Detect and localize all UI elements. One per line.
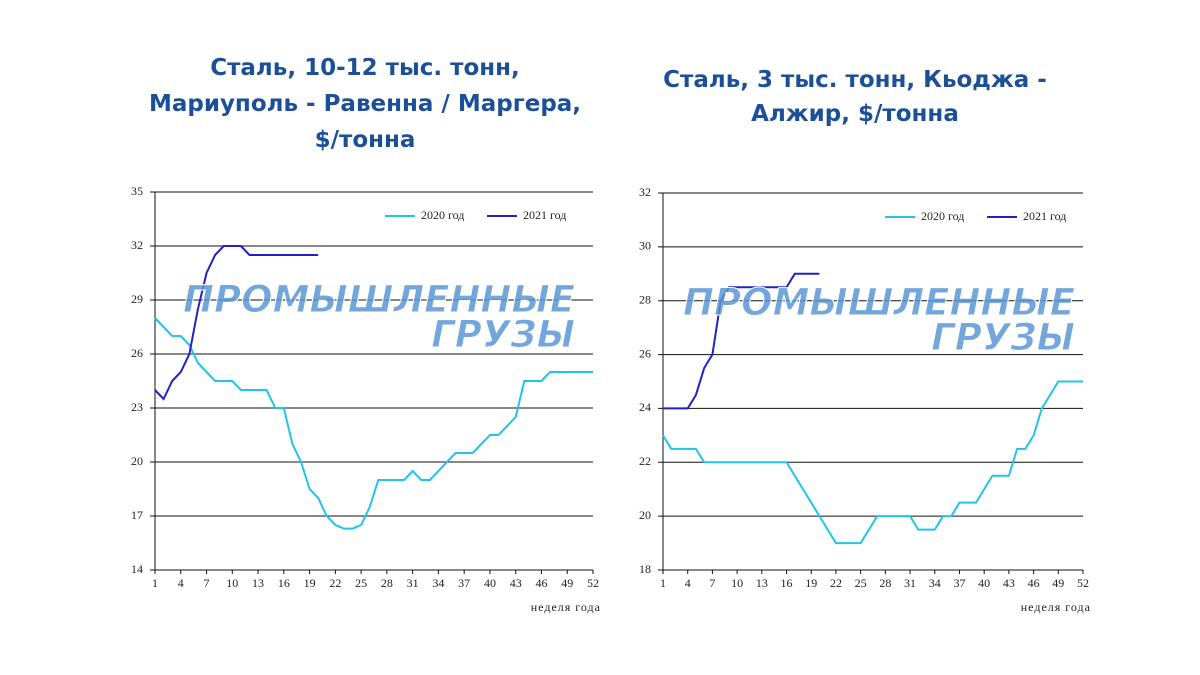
y-tick-label: 32 <box>639 185 651 199</box>
legend-label: 2021 год <box>523 208 566 222</box>
x-tick-label: 52 <box>1077 576 1089 590</box>
y-tick-label: 20 <box>131 454 143 468</box>
x-tick-label: 22 <box>329 576 341 590</box>
x-axis-label: неделя года <box>1021 600 1091 614</box>
x-axis-label: неделя года <box>531 600 601 614</box>
y-tick-label: 26 <box>131 346 143 360</box>
x-tick-label: 25 <box>855 576 867 590</box>
x-tick-label: 7 <box>709 576 715 590</box>
y-tick-label: 29 <box>131 292 143 306</box>
chart-title: Алжир, $/тонна <box>751 101 959 127</box>
x-tick-label: 46 <box>1028 576 1040 590</box>
x-tick-label: 28 <box>381 576 393 590</box>
x-tick-label: 7 <box>204 576 210 590</box>
x-tick-label: 49 <box>561 576 573 590</box>
y-tick-label: 14 <box>131 562 143 576</box>
legend-label: 2020 год <box>421 208 464 222</box>
x-tick-label: 1 <box>152 576 158 590</box>
y-tick-label: 35 <box>131 184 143 198</box>
x-tick-label: 16 <box>781 576 793 590</box>
x-tick-label: 31 <box>904 576 916 590</box>
x-tick-label: 13 <box>756 576 768 590</box>
y-tick-label: 17 <box>131 508 143 522</box>
x-tick-label: 19 <box>805 576 817 590</box>
watermark: ГРУЗЫ <box>431 313 575 356</box>
x-tick-label: 1 <box>660 576 666 590</box>
y-tick-label: 22 <box>639 454 651 468</box>
y-tick-label: 23 <box>131 400 143 414</box>
line-series <box>154 317 593 530</box>
y-tick-label: 26 <box>639 346 651 360</box>
line-series <box>663 272 820 410</box>
y-tick-label: 18 <box>639 562 651 576</box>
y-tick-label: 30 <box>639 239 651 253</box>
y-tick-label: 20 <box>639 508 651 522</box>
x-tick-label: 37 <box>458 576 470 590</box>
x-tick-label: 4 <box>685 576 691 590</box>
chart-title: Сталь, 3 тыс. тонн, Кьоджа - <box>663 67 1047 93</box>
y-tick-label: 28 <box>639 292 651 306</box>
chart-title: Мариуполь - Равенна / Маргера, <box>149 91 581 117</box>
x-tick-label: 10 <box>226 576 238 590</box>
watermark: ПРОМЫШЛЕННЫЕ <box>683 281 1075 324</box>
x-tick-label: 37 <box>953 576 965 590</box>
x-tick-label: 28 <box>879 576 891 590</box>
y-tick-label: 32 <box>131 238 143 252</box>
x-tick-label: 13 <box>252 576 264 590</box>
x-tick-label: 34 <box>929 576 941 590</box>
x-tick-label: 43 <box>1003 576 1015 590</box>
x-tick-label: 40 <box>484 576 496 590</box>
legend-label: 2020 год <box>921 209 964 223</box>
watermark: ПРОМЫШЛЕННЫЕ <box>183 278 575 321</box>
x-tick-label: 25 <box>355 576 367 590</box>
x-tick-label: 34 <box>432 576 444 590</box>
chart-title: Сталь, 10-12 тыс. тонн, <box>210 55 520 81</box>
x-tick-label: 43 <box>510 576 522 590</box>
x-tick-label: 46 <box>535 576 547 590</box>
x-tick-label: 22 <box>830 576 842 590</box>
x-tick-label: 31 <box>407 576 419 590</box>
x-tick-label: 4 <box>178 576 184 590</box>
line-series <box>154 245 319 401</box>
line-series <box>662 380 1083 545</box>
x-tick-label: 16 <box>278 576 290 590</box>
x-tick-label: 52 <box>587 576 599 590</box>
x-tick-label: 49 <box>1052 576 1064 590</box>
x-tick-label: 19 <box>304 576 316 590</box>
legend-label: 2021 год <box>1023 209 1066 223</box>
y-tick-label: 24 <box>639 400 651 414</box>
x-tick-label: 10 <box>731 576 743 590</box>
watermark: ГРУЗЫ <box>931 316 1075 359</box>
chart-title: $/тонна <box>315 127 416 153</box>
x-tick-label: 40 <box>978 576 990 590</box>
